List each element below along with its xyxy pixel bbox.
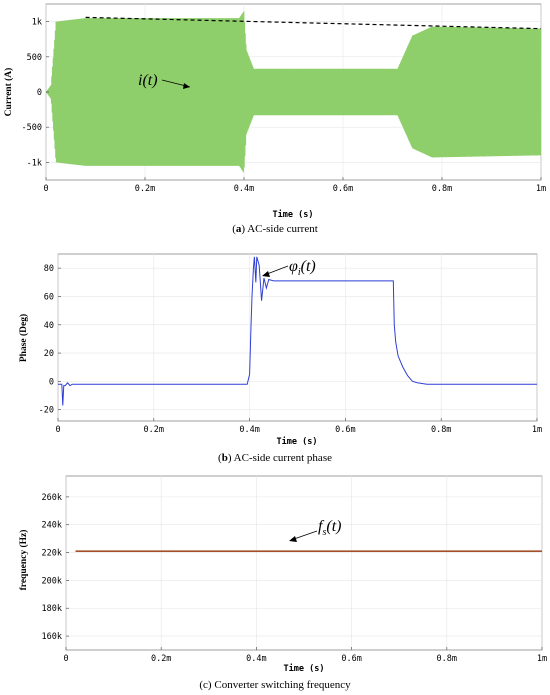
x-tick-label: 0.4m	[246, 654, 266, 664]
plot-area-c	[65, 475, 543, 651]
y-axis-label-a: Current (A)	[3, 68, 14, 117]
x-tick-label: 0	[43, 184, 48, 194]
caption-a: (a) AC-side current	[232, 223, 318, 235]
y-tick-label: 160k	[42, 632, 62, 642]
x-tick-label: 0	[63, 654, 68, 664]
x-tick-label: 0.2m	[135, 184, 155, 194]
annotation-c: fs(t)	[289, 518, 341, 542]
annotation-i-t: i(t)	[138, 72, 158, 89]
panel-c: 0 0.2m 0.4m 0.6m 0.8m 1m 260k 240k 220k 200k 180k 1…	[18, 475, 548, 691]
panel-a: 0 0.2m 0.4m 0.6m 0.8m 1m 1k 500 0 -500 -1k i(t) Ti…	[3, 3, 547, 235]
annotation-fs: fs(t)	[318, 518, 341, 538]
y-tick-label: 220k	[42, 549, 62, 559]
y-tick-label: 80	[44, 264, 54, 274]
x-tick-label: 1m	[532, 425, 542, 435]
x-tick-label: 1m	[536, 184, 546, 194]
y-tick-label: 40	[44, 321, 54, 331]
x-tick-label: 0.4m	[234, 184, 254, 194]
annotation-phi: φi(t)	[289, 258, 316, 278]
envelope-dashed-line	[85, 16, 542, 30]
y-tick-label: -20	[39, 406, 54, 416]
ticks-c: 0 0.2m 0.4m 0.6m 0.8m 1m 260k 240k 220k 200k 180k 1…	[42, 493, 548, 664]
x-tick-label: 0.2m	[151, 654, 171, 664]
x-tick-label: 0.4m	[239, 425, 259, 435]
y-axis-label-b: Phase (Deg)	[18, 314, 29, 362]
ticks-a: 0 0.2m 0.4m 0.6m 0.8m 1m 1k 500 0 -500 -1k	[22, 18, 547, 194]
x-tick-label: 0.8m	[431, 425, 451, 435]
x-tick-label: 1m	[537, 654, 547, 664]
caption-c: (c) Converter switching frequency	[199, 679, 351, 691]
annotation-arrow-b	[266, 265, 289, 275]
caption-c-text: Converter switching frequency	[214, 679, 351, 691]
x-tick-label: 0.6m	[341, 654, 361, 664]
caption-a-text: AC-side current	[247, 223, 318, 235]
annotation-arrowhead-b	[262, 271, 270, 277]
y-tick-label: -1k	[27, 158, 42, 168]
grid-b	[57, 254, 538, 421]
phase-line	[58, 256, 537, 406]
y-tick-label: 0	[49, 377, 54, 387]
x-axis-label-b: Time (s)	[277, 436, 318, 447]
grid-c	[65, 476, 543, 650]
caption-b-label: b	[222, 452, 228, 464]
y-tick-label: 20	[44, 349, 54, 359]
x-tick-label: 0.2m	[144, 425, 164, 435]
y-tick-label: 260k	[42, 493, 62, 503]
annotation-arrow-c	[293, 530, 318, 540]
y-tick-label: 180k	[42, 604, 62, 614]
y-tick-label: 60	[44, 292, 54, 302]
x-tick-label: 0.8m	[432, 184, 452, 194]
current-waveform	[45, 11, 542, 173]
annotation-arrowhead-c	[289, 536, 297, 542]
caption-a-label: a	[236, 223, 242, 235]
plot-area-b	[57, 253, 538, 422]
caption-b: (b) AC-side current phase	[218, 452, 332, 464]
x-tick-label: 0	[55, 425, 60, 435]
x-tick-label: 0.6m	[333, 184, 353, 194]
x-tick-label: 0.8m	[437, 654, 457, 664]
y-tick-label: -500	[22, 123, 42, 133]
caption-b-text: AC-side current phase	[234, 452, 332, 464]
annotation-arrowhead	[183, 83, 190, 89]
annotation-b: φi(t)	[262, 258, 316, 278]
y-tick-label: 200k	[42, 576, 62, 586]
y-tick-label: 240k	[42, 521, 62, 531]
y-tick-label: 500	[27, 53, 42, 63]
x-axis-label-c: Time (s)	[284, 663, 325, 674]
y-axis-label-c: frequency (Hz)	[18, 530, 29, 591]
x-tick-label: 0.6m	[335, 425, 355, 435]
annotation-a: i(t)	[138, 72, 191, 89]
x-axis-label-a: Time (s)	[273, 209, 314, 220]
y-tick-label: 0	[37, 88, 42, 98]
y-tick-label: 1k	[32, 18, 42, 28]
